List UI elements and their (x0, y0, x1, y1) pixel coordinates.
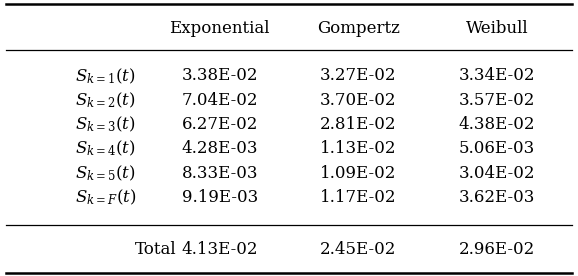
Text: 3.27E-02: 3.27E-02 (320, 67, 397, 84)
Text: 3.34E-02: 3.34E-02 (459, 67, 535, 84)
Text: 3.04E-02: 3.04E-02 (459, 164, 535, 182)
Text: 5.06E-03: 5.06E-03 (459, 140, 535, 157)
Text: 4.13E-02: 4.13E-02 (181, 241, 258, 258)
Text: $S_{k=5}(t)$: $S_{k=5}(t)$ (75, 163, 136, 183)
Text: $S_{k=1}(t)$: $S_{k=1}(t)$ (75, 66, 136, 86)
Text: 8.33E-03: 8.33E-03 (181, 164, 258, 182)
Text: 1.13E-02: 1.13E-02 (320, 140, 397, 157)
Text: Gompertz: Gompertz (317, 20, 400, 38)
Text: $S_{k=F}(t)$: $S_{k=F}(t)$ (75, 188, 136, 207)
Text: Weibull: Weibull (466, 20, 528, 38)
Text: 1.17E-02: 1.17E-02 (320, 189, 397, 206)
Text: $S_{k=4}(t)$: $S_{k=4}(t)$ (75, 139, 136, 158)
Text: Total: Total (135, 241, 177, 258)
Text: 4.28E-03: 4.28E-03 (181, 140, 258, 157)
Text: 3.57E-02: 3.57E-02 (459, 92, 535, 109)
Text: 1.09E-02: 1.09E-02 (320, 164, 397, 182)
Text: 9.19E-03: 9.19E-03 (181, 189, 258, 206)
Text: 3.70E-02: 3.70E-02 (320, 92, 397, 109)
Text: $S_{k=2}(t)$: $S_{k=2}(t)$ (75, 91, 136, 110)
Text: 2.96E-02: 2.96E-02 (459, 241, 535, 258)
Text: Exponential: Exponential (169, 20, 270, 38)
Text: 7.04E-02: 7.04E-02 (181, 92, 258, 109)
Text: 2.45E-02: 2.45E-02 (320, 241, 397, 258)
Text: 4.38E-02: 4.38E-02 (459, 116, 535, 133)
Text: 2.81E-02: 2.81E-02 (320, 116, 397, 133)
Text: 3.62E-03: 3.62E-03 (459, 189, 535, 206)
Text: 6.27E-02: 6.27E-02 (181, 116, 258, 133)
Text: 3.38E-02: 3.38E-02 (181, 67, 258, 84)
Text: $S_{k=3}(t)$: $S_{k=3}(t)$ (75, 115, 136, 134)
